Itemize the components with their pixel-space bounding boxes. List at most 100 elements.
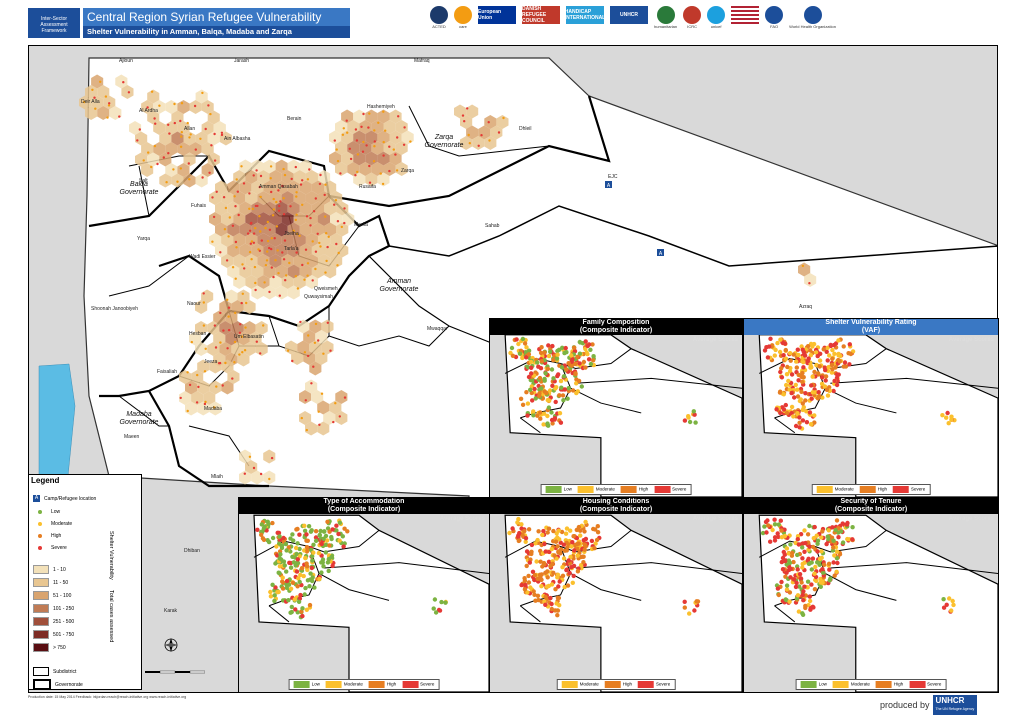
inset-dot	[522, 341, 528, 346]
inset-dot	[514, 337, 519, 342]
vulnerability-dot	[227, 235, 230, 238]
hex-cell	[324, 264, 337, 279]
hex-cell	[233, 191, 246, 205]
inset-dot	[557, 393, 562, 398]
vulnerability-dot	[186, 409, 189, 413]
inset-dot	[583, 536, 589, 542]
hex-cell	[147, 89, 160, 104]
inset-dot	[800, 612, 806, 617]
inset-dot	[797, 584, 802, 589]
inset-dot	[273, 585, 278, 590]
inset-dot	[286, 582, 292, 587]
hex-cell	[305, 170, 318, 184]
vulnerability-dot	[308, 168, 311, 171]
vulnerability-dot	[396, 136, 399, 139]
inset-dot	[775, 531, 780, 536]
vulnerability-dot	[310, 382, 313, 385]
inset-dot	[808, 353, 813, 358]
inset-dot	[802, 528, 807, 533]
inset-dot	[819, 535, 824, 540]
vulnerability-dot	[304, 399, 307, 402]
inset-dot	[815, 549, 820, 554]
inset-dot	[517, 530, 522, 536]
inset-dot	[822, 562, 827, 567]
inset-dot	[803, 398, 808, 403]
inset-dot	[297, 546, 302, 552]
inset-dot	[682, 605, 687, 610]
hex-cell	[121, 85, 134, 99]
inset-dot	[783, 347, 788, 353]
vulnerability-dot	[213, 132, 216, 136]
vulnerability-dot	[382, 140, 385, 144]
place-label: EJC	[608, 174, 618, 180]
inset-dot	[808, 422, 814, 427]
hex-cell	[287, 264, 300, 279]
inset-dot	[686, 415, 691, 420]
hex-cell	[91, 74, 104, 89]
vulnerability-dot	[266, 220, 269, 224]
vulnerability-dot	[233, 340, 237, 344]
inset-legend-item: Severe	[402, 681, 434, 688]
inset-dot	[776, 592, 781, 598]
vulnerability-dot	[468, 142, 471, 145]
hex-cell	[297, 340, 310, 355]
vulnerability-dot	[336, 220, 340, 223]
vulnerability-dot	[343, 221, 346, 225]
legend-camp-label: Camp/Refugee location	[44, 495, 97, 502]
inset-dot	[944, 415, 949, 420]
vulnerability-dot	[226, 347, 229, 350]
inset-dot	[566, 558, 571, 563]
hex-cell	[804, 273, 817, 287]
vulnerability-dot	[265, 259, 269, 262]
inset-dot	[784, 372, 790, 377]
inset-dot	[568, 554, 573, 560]
vulnerability-dot	[203, 370, 207, 373]
hex-cell	[330, 233, 343, 247]
vulnerability-dot	[268, 477, 271, 481]
inset-dot	[768, 336, 773, 341]
inset-dot	[682, 599, 687, 604]
vulnerability-dot	[186, 121, 189, 125]
place-label: Amman Qasabah	[259, 184, 298, 190]
inset-legend-label: High	[386, 681, 397, 687]
vulnerability-dot	[317, 339, 320, 342]
vulnerability-dot	[382, 154, 385, 157]
inset-dot	[563, 345, 568, 351]
inset-dot	[834, 518, 840, 523]
partner-logo: DANISH REFUGEE COUNCIL	[522, 6, 560, 24]
vulnerability-dot	[388, 145, 391, 148]
inset-dot	[298, 592, 303, 598]
vulnerability-dot	[240, 335, 244, 338]
inset-dot	[790, 550, 795, 556]
inset-dot	[794, 580, 799, 586]
inset-dot	[520, 402, 526, 407]
vulnerability-dot	[269, 165, 273, 168]
vulnerability-dot	[108, 102, 111, 105]
place-label: Mwaqqar	[427, 326, 448, 332]
hex-cell	[389, 130, 402, 145]
inset-dot	[589, 538, 595, 544]
vulnerability-dot	[248, 192, 251, 195]
hex-cell	[317, 191, 331, 205]
vulnerability-dot	[340, 225, 343, 229]
inset-dot	[813, 574, 819, 580]
inset-dot	[529, 551, 534, 557]
vulnerability-dot	[295, 232, 299, 236]
inset-dot	[325, 526, 331, 531]
inset-dot	[825, 358, 830, 363]
vulnerability-dot	[461, 114, 465, 117]
inset-legend-swatch	[832, 681, 849, 688]
place-label: Ain Albasha	[224, 136, 251, 142]
partner-logo: ICRC	[683, 6, 702, 29]
north-arrow-icon	[163, 637, 179, 653]
place-label: Wadi Essier	[189, 254, 216, 260]
vulnerability-dot	[180, 102, 184, 105]
hex-cell	[239, 180, 252, 195]
inset-dot	[308, 571, 313, 576]
place-label: Marka	[354, 222, 368, 228]
inset-dot	[287, 560, 292, 565]
inset-dot	[541, 422, 546, 427]
inset-dot	[306, 524, 312, 529]
hex-cell	[201, 100, 214, 114]
inset-dot	[321, 564, 326, 569]
